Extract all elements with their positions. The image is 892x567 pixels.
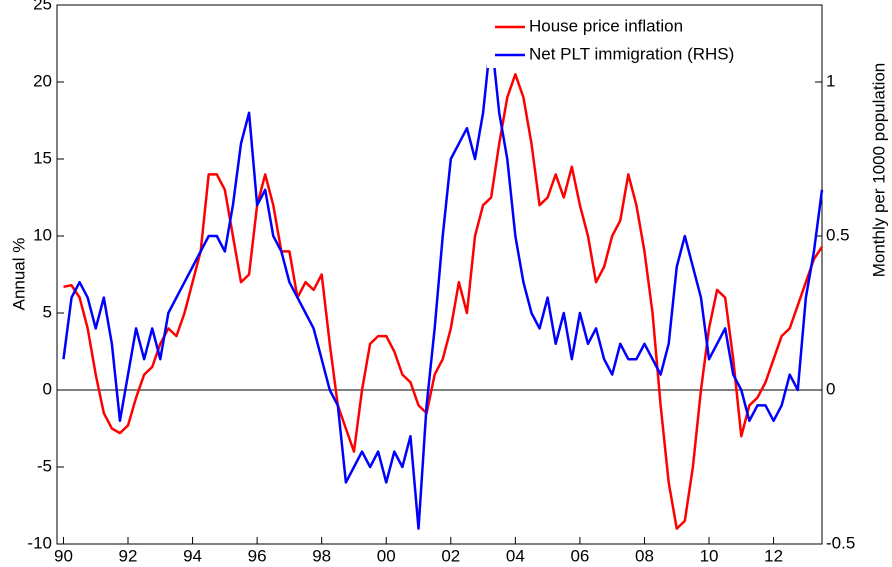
x-tick-label: 04: [506, 546, 525, 565]
x-tick-label: 02: [441, 546, 460, 565]
y2-axis-label: Monthly per 1000 population: [869, 63, 888, 278]
y-tick-label: 5: [43, 302, 52, 321]
x-tick-label: 96: [248, 546, 267, 565]
y2-tick-label: 0.5: [826, 225, 850, 244]
x-tick-label: 06: [570, 546, 589, 565]
y2-tick-label: 1: [826, 71, 835, 90]
y-tick-label: 25: [33, 0, 52, 13]
x-tick-label: 08: [635, 546, 654, 565]
y2-tick-label: 0: [826, 379, 835, 398]
x-tick-label: 00: [377, 546, 396, 565]
y-tick-label: 15: [33, 148, 52, 167]
x-tick-label: 92: [119, 546, 138, 565]
x-tick-label: 98: [312, 546, 331, 565]
y-tick-label: 0: [43, 379, 52, 398]
y-tick-label: -5: [37, 456, 52, 475]
y2-tick-label: -0.5: [826, 533, 855, 552]
y-tick-label: 10: [33, 225, 52, 244]
legend-label: House price inflation: [529, 16, 683, 35]
y-tick-label: 20: [33, 71, 52, 90]
x-tick-label: 90: [54, 546, 73, 565]
x-tick-label: 94: [183, 546, 202, 565]
legend-label: Net PLT immigration (RHS): [529, 44, 734, 63]
series-line: [63, 73, 824, 530]
x-tick-label: 12: [764, 546, 783, 565]
series-line: [62, 34, 824, 530]
plot-frame: [56, 4, 823, 545]
y-axis-label: Annual %: [9, 238, 28, 311]
y-tick-label: -10: [27, 533, 52, 552]
x-tick-label: 10: [700, 546, 719, 565]
legend-box: [487, 12, 814, 68]
